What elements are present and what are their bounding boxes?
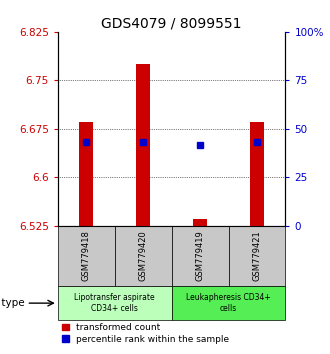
- Bar: [58, 286, 172, 320]
- Bar: [250, 122, 264, 226]
- Title: GDS4079 / 8099551: GDS4079 / 8099551: [101, 17, 242, 31]
- Text: Leukapheresis CD34+
cells: Leukapheresis CD34+ cells: [186, 293, 271, 313]
- Bar: [115, 226, 172, 286]
- Bar: [79, 122, 93, 226]
- Text: cell type: cell type: [0, 298, 25, 308]
- Text: Lipotransfer aspirate
CD34+ cells: Lipotransfer aspirate CD34+ cells: [74, 293, 155, 313]
- Bar: [228, 226, 285, 286]
- Bar: [172, 226, 228, 286]
- Bar: [136, 64, 150, 226]
- Text: GSM779418: GSM779418: [82, 230, 91, 281]
- Bar: [58, 226, 115, 286]
- Legend: transformed count, percentile rank within the sample: transformed count, percentile rank withi…: [62, 324, 229, 344]
- Bar: [193, 219, 207, 226]
- Text: GSM779421: GSM779421: [252, 230, 261, 281]
- Text: GSM779420: GSM779420: [139, 230, 148, 281]
- Text: GSM779419: GSM779419: [196, 230, 205, 281]
- Bar: [172, 286, 285, 320]
